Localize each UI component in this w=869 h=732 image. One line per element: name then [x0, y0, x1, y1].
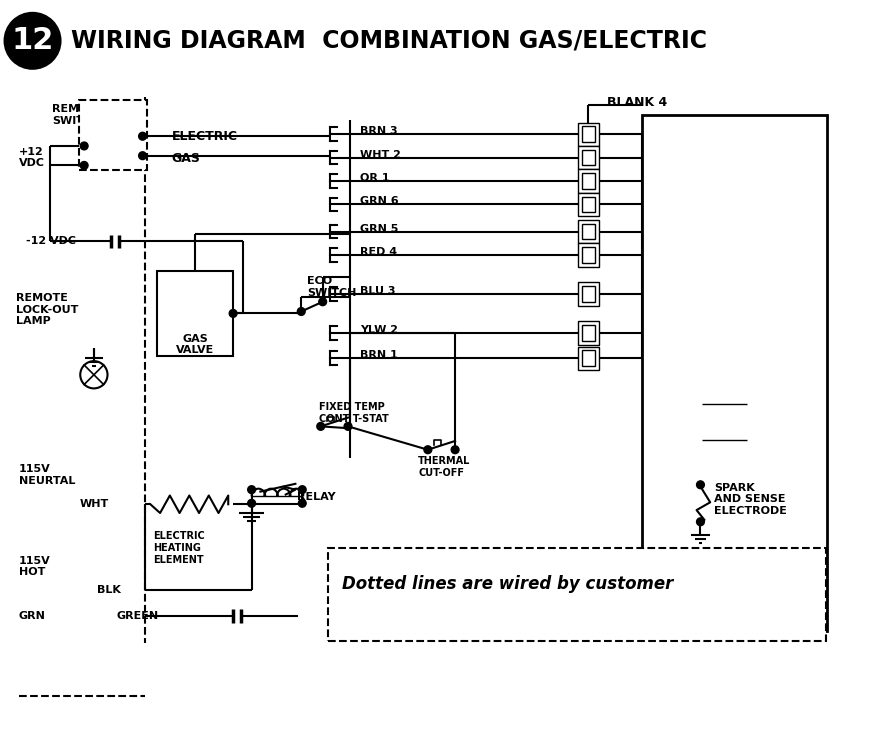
Circle shape	[248, 499, 255, 507]
Text: -12 VDC: -12 VDC	[26, 236, 76, 247]
Circle shape	[319, 298, 327, 306]
Text: SPARK
AND SENSE
ELECTRODE: SPARK AND SENSE ELECTRODE	[714, 483, 787, 516]
Text: GAS
VALVE: GAS VALVE	[176, 334, 215, 355]
Text: GRN: GRN	[19, 611, 46, 621]
Text: 115V
NEURTAL: 115V NEURTAL	[19, 464, 76, 486]
Circle shape	[229, 310, 237, 317]
Bar	[581, 127, 595, 142]
Circle shape	[424, 446, 432, 454]
Bar	[578, 220, 600, 243]
Text: +12
VDC: +12 VDC	[19, 147, 45, 168]
Bar	[581, 197, 595, 212]
Bar	[578, 346, 600, 370]
Bar	[581, 150, 595, 165]
Circle shape	[298, 486, 306, 493]
Text: GRN 6: GRN 6	[360, 196, 398, 206]
Bar	[157, 271, 233, 356]
Text: THERMAL
CUT-OFF: THERMAL CUT-OFF	[418, 457, 470, 478]
Bar	[578, 321, 600, 345]
Text: ELECTRIC
HEATING
ELEMENT: ELECTRIC HEATING ELEMENT	[153, 531, 205, 564]
Circle shape	[248, 486, 255, 493]
Text: GAS: GAS	[172, 152, 201, 165]
Circle shape	[298, 499, 306, 507]
Bar	[581, 351, 595, 366]
Circle shape	[697, 481, 705, 489]
Bar	[581, 286, 595, 302]
Text: WHT: WHT	[79, 499, 109, 509]
Text: BLU 3: BLU 3	[360, 286, 395, 296]
Circle shape	[451, 446, 459, 454]
Circle shape	[139, 152, 147, 160]
Circle shape	[317, 422, 325, 430]
Text: REMOTE
SWITCH: REMOTE SWITCH	[52, 104, 104, 126]
Circle shape	[80, 162, 88, 169]
Bar	[578, 193, 600, 216]
Bar	[578, 243, 600, 266]
Circle shape	[80, 142, 88, 150]
Bar	[328, 548, 826, 640]
Bar	[642, 115, 827, 631]
Text: RELAY: RELAY	[297, 493, 336, 502]
Bar	[578, 169, 600, 193]
Circle shape	[697, 518, 705, 526]
Text: 12: 12	[11, 26, 54, 56]
Text: Dotted lines are wired by customer: Dotted lines are wired by customer	[342, 575, 673, 593]
Circle shape	[5, 14, 60, 68]
Bar	[581, 224, 595, 239]
Bar	[581, 173, 595, 189]
Text: YLW 2: YLW 2	[360, 325, 398, 335]
Circle shape	[139, 132, 147, 140]
Bar	[578, 283, 600, 306]
Text: WIRING DIAGRAM  COMBINATION GAS/ELECTRIC: WIRING DIAGRAM COMBINATION GAS/ELECTRIC	[71, 29, 707, 53]
Bar	[79, 100, 148, 171]
Bar	[581, 247, 595, 263]
Text: WHT 2: WHT 2	[360, 150, 401, 160]
Text: ECO
SWITCH: ECO SWITCH	[307, 277, 356, 298]
Text: ELECTRIC: ELECTRIC	[172, 130, 238, 143]
Text: 115V
HOT: 115V HOT	[19, 556, 50, 578]
Text: BRN 3: BRN 3	[360, 127, 397, 136]
Circle shape	[344, 422, 352, 430]
Bar	[578, 146, 600, 169]
Text: REMOTE
LOCK-OUT
LAMP: REMOTE LOCK-OUT LAMP	[16, 293, 78, 326]
Text: BLK: BLK	[96, 585, 121, 595]
Bar	[578, 122, 600, 146]
Bar	[581, 325, 595, 340]
Text: BRN 1: BRN 1	[360, 351, 397, 360]
Text: FIXED TEMP
CONT T-STAT: FIXED TEMP CONT T-STAT	[319, 402, 388, 424]
Text: GRN 5: GRN 5	[360, 224, 398, 234]
Text: GREEN: GREEN	[116, 611, 158, 621]
Text: OR 1: OR 1	[360, 173, 389, 183]
Text: BLANK 4: BLANK 4	[607, 96, 667, 108]
Text: RED 4: RED 4	[360, 247, 397, 257]
Circle shape	[297, 307, 305, 315]
